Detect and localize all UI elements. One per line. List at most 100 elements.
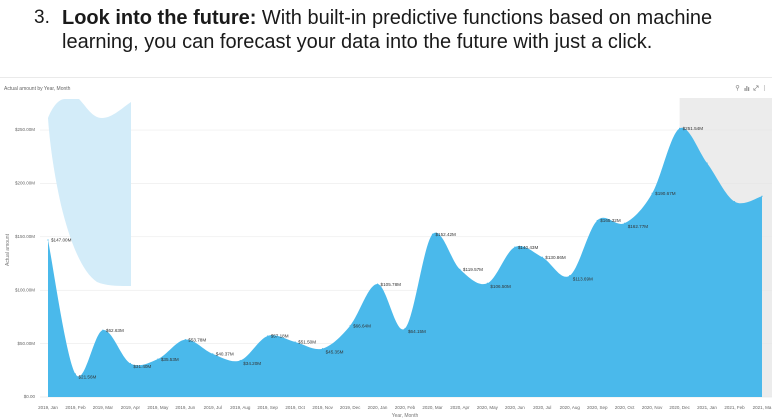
x-tick-label: 2020, Mar (422, 405, 443, 410)
data-point[interactable] (706, 162, 708, 164)
data-label: $53.78M (188, 337, 206, 342)
x-tick-label: 2019, Feb (65, 405, 86, 410)
y-tick-label: $100.00M (15, 287, 35, 292)
x-tick-label: 2020, Jun (505, 405, 525, 410)
x-tick-label: 2019, Aug (230, 405, 251, 410)
data-point[interactable] (376, 283, 379, 285)
data-label: $105.78M (381, 282, 402, 287)
data-point[interactable] (459, 268, 461, 270)
x-tick-label: 2019, May (147, 405, 169, 410)
lead-heading: Look into the future: (62, 7, 257, 29)
data-label: $251.54M (683, 126, 704, 131)
data-point[interactable] (541, 256, 543, 258)
y-tick-label: $250.00M (15, 127, 35, 132)
data-point[interactable] (486, 282, 488, 284)
x-tick-label: 2019, Dec (340, 405, 361, 410)
x-tick-label: 2019, Apr (121, 405, 141, 410)
data-point[interactable] (267, 335, 269, 337)
x-tick-label: 2020, Dec (669, 405, 690, 410)
data-point[interactable] (239, 359, 241, 362)
x-axis-title: Year, Month (392, 413, 419, 419)
data-label: $66.64M (353, 324, 371, 329)
data-point[interactable] (733, 200, 736, 203)
y-tick-label: $0.00 (24, 394, 36, 399)
data-label: $34.20M (243, 361, 261, 366)
x-tick-label: 2020, May (477, 405, 499, 410)
data-point[interactable] (212, 353, 214, 355)
x-tick-label: 2020, Apr (450, 405, 470, 410)
data-label: $113.69M (573, 276, 593, 281)
x-tick-label: 2020, Jul (533, 405, 551, 410)
y-tick-label: $200.00M (15, 181, 35, 186)
data-point[interactable] (349, 325, 351, 327)
expand-icon[interactable] (753, 85, 759, 91)
data-point[interactable] (569, 274, 571, 277)
chart-title: Actual amount by Year, Month (4, 86, 71, 92)
data-point[interactable] (651, 192, 653, 194)
highlight-band (48, 99, 131, 286)
data-label: $62.63M (106, 328, 124, 333)
data-label: $119.57M (463, 267, 483, 272)
x-tick-label: 2021, Jan (697, 405, 717, 410)
data-label: $57.18M (271, 334, 289, 339)
data-point[interactable] (102, 329, 104, 331)
data-point[interactable] (596, 219, 598, 222)
data-point[interactable] (74, 373, 77, 375)
x-tick-label: 2019, Jul (204, 405, 222, 410)
x-tick-label: 2020, Sep (587, 405, 608, 410)
data-label: $31.40M (133, 364, 151, 369)
x-tick-label: 2019, Mar (93, 405, 114, 410)
paragraph-text-2: learning, you can forecast your data int… (62, 31, 653, 53)
data-point[interactable] (679, 127, 681, 129)
bar-chart-icon[interactable] (744, 86, 750, 91)
data-point[interactable] (294, 341, 296, 343)
data-label: $45.35M (326, 349, 344, 354)
pin-icon[interactable] (735, 85, 740, 91)
data-label: $190.67M (655, 191, 676, 196)
more-icon[interactable] (763, 85, 766, 91)
data-label: $147.00M (51, 238, 72, 243)
series-area (48, 127, 762, 397)
data-points (47, 127, 763, 375)
document-list-item: 3. Look into the future: With built-in pr… (0, 0, 772, 76)
data-label: $140.43M (518, 245, 539, 250)
y-axis-ticks: $0.00 $50.00M $100.00M $150.00M $200.00M $250… (15, 127, 36, 399)
data-point[interactable] (431, 233, 434, 235)
x-tick-label: 2019, Jun (175, 405, 195, 410)
y-tick-label: $150.00M (15, 234, 35, 239)
data-label: $51.50M (298, 340, 316, 345)
x-tick-label: 2020, Jan (368, 405, 388, 410)
data-point[interactable] (761, 195, 763, 197)
data-point[interactable] (184, 338, 186, 341)
data-label: $162.77M (628, 224, 649, 229)
x-tick-label: 2020, Feb (395, 405, 416, 410)
data-label: $21.56M (78, 375, 96, 380)
x-tick-label: 2019, Jan (38, 405, 58, 410)
x-tick-label: 2019, Sep (257, 405, 278, 410)
x-tick-label: 2019, Oct (285, 405, 305, 410)
chart-toolbar (735, 85, 766, 91)
x-tick-label: 2020, Aug (560, 405, 581, 410)
x-tick-label: 2019, Nov (312, 405, 333, 410)
y-tick-label: $50.00M (17, 341, 35, 346)
data-label: $152.42M (435, 232, 456, 237)
data-label: $40.37M (216, 352, 234, 357)
data-point[interactable] (404, 327, 406, 330)
list-number: 3. (34, 7, 50, 28)
y-axis-title: Actual amount (5, 233, 11, 266)
x-tick-label: 2021, Feb (724, 405, 745, 410)
area-chart: Actual amount by Year, Month (0, 77, 772, 419)
data-label: $64.15M (408, 329, 426, 334)
data-point[interactable] (514, 246, 516, 248)
data-point[interactable] (129, 362, 131, 365)
data-point[interactable] (322, 347, 324, 350)
x-tick-label: 2020, Oct (615, 405, 635, 410)
paragraph-line-2: learning, you can forecast your data int… (62, 30, 652, 54)
data-label: $130.86M (545, 255, 566, 260)
data-point[interactable] (157, 358, 159, 360)
data-point[interactable] (47, 239, 49, 241)
data-labels: $147.00M $21.56M $62.63M $31.40M $35.53M $53.… (51, 126, 703, 380)
data-label: $35.53M (161, 357, 179, 362)
data-point[interactable] (624, 222, 626, 224)
x-tick-label: 2021, Ma (753, 405, 772, 410)
